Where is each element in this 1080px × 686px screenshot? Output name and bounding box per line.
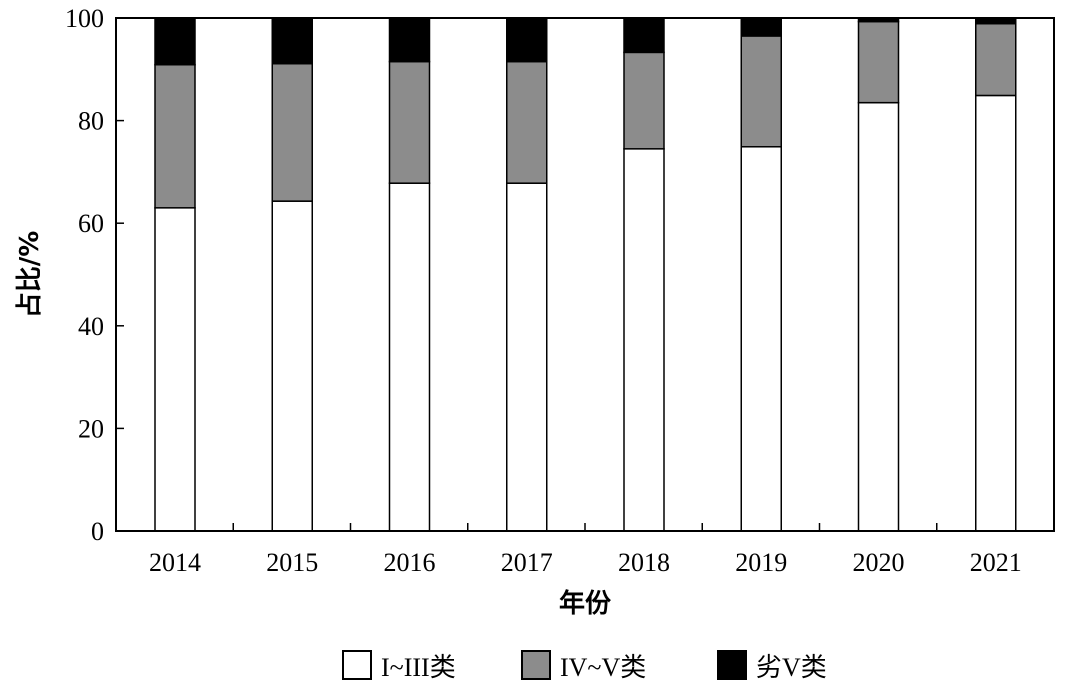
bar-2019-series-1 <box>740 146 782 532</box>
x-tick-label: 2021 <box>970 548 1022 577</box>
bar-2017-series-2 <box>506 60 548 184</box>
bar-2021-series-2 <box>975 22 1017 97</box>
bar-2021-series-1 <box>975 94 1017 532</box>
bar-2016-series-1 <box>388 182 431 532</box>
y-tick-label: 100 <box>65 4 104 33</box>
y-axis: 0 20 40 60 80 100 <box>65 4 124 546</box>
bar-2017-series-1 <box>506 182 548 532</box>
x-tick-label: 2017 <box>501 548 553 577</box>
x-axis-title: 年份 <box>559 588 611 619</box>
legend-label-2: IV~V类 <box>560 653 646 682</box>
bar-2014-series-2 <box>154 63 196 209</box>
bar-2018-series-1 <box>623 148 665 532</box>
bar-2016-series-3 <box>388 17 431 63</box>
bar-2014-series-3 <box>154 17 196 66</box>
bar-2020-series-2 <box>857 20 900 104</box>
y-tick-label: 20 <box>78 414 104 443</box>
y-axis-title: 占比/% <box>15 231 45 319</box>
legend-label-3: 劣V类 <box>756 653 827 682</box>
x-tick-label: 2015 <box>266 548 318 577</box>
y-tick-label: 40 <box>78 312 104 341</box>
bar-2015-series-2 <box>271 62 313 202</box>
x-tick-label: 2016 <box>384 548 436 577</box>
x-tick-label: 2020 <box>853 548 905 577</box>
bar-2018-series-2 <box>623 51 665 150</box>
bar-2017-series-3 <box>506 17 548 63</box>
plot-frame <box>115 17 1055 532</box>
y-tick-label: 60 <box>78 209 104 238</box>
legend-label-1: I~III类 <box>381 653 456 682</box>
bar-2014-series-1 <box>154 207 196 532</box>
bar-2015-series-3 <box>271 17 313 65</box>
legend-swatch-2 <box>521 650 551 680</box>
x-tick-label: 2018 <box>618 548 670 577</box>
x-tick-label: 2014 <box>149 548 201 577</box>
bar-2020-series-1 <box>857 101 900 532</box>
bar-2019-series-2 <box>740 35 782 148</box>
y-tick-label: 0 <box>91 517 104 546</box>
bar-2019-series-3 <box>740 17 782 37</box>
bars-group <box>154 17 1017 532</box>
bar-2015-series-1 <box>271 200 313 532</box>
legend-swatch-1 <box>342 650 372 680</box>
bar-2018-series-3 <box>623 17 665 54</box>
x-axis: 2014 2015 2016 2017 2018 2019 2020 2021 <box>149 523 1022 577</box>
legend-swatch-3 <box>717 650 747 680</box>
x-tick-label: 2019 <box>735 548 787 577</box>
legend: I~III类 IV~V类 劣V类 <box>342 650 827 682</box>
y-tick-label: 80 <box>78 107 104 136</box>
bar-2016-series-2 <box>388 60 431 184</box>
